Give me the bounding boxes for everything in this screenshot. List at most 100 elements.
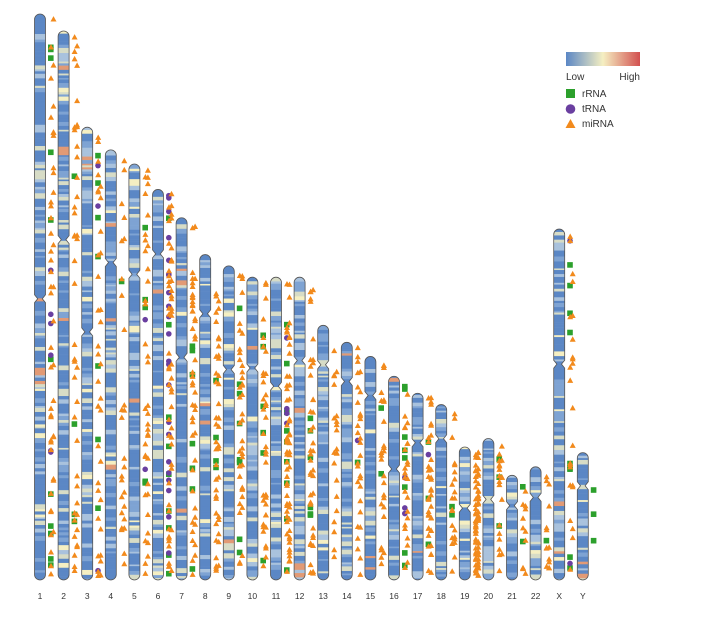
density-band bbox=[176, 406, 188, 410]
mirna-marker bbox=[189, 537, 196, 543]
density-band bbox=[270, 564, 282, 571]
mirna-marker bbox=[496, 451, 503, 457]
density-band bbox=[364, 394, 376, 400]
mirna-marker bbox=[192, 406, 199, 412]
density-band bbox=[246, 353, 258, 358]
density-band bbox=[246, 299, 258, 302]
density-band bbox=[81, 195, 93, 200]
density-band bbox=[58, 131, 70, 135]
density-band bbox=[577, 518, 589, 522]
density-band bbox=[58, 504, 70, 509]
mirna-marker bbox=[192, 275, 199, 282]
density-band bbox=[435, 544, 447, 547]
density-band bbox=[58, 365, 70, 371]
density-band bbox=[412, 487, 424, 490]
density-band bbox=[246, 277, 258, 282]
density-band bbox=[388, 431, 400, 435]
density-band bbox=[553, 463, 565, 466]
mirna-marker bbox=[284, 385, 290, 392]
mirna-marker bbox=[74, 235, 81, 242]
density-band bbox=[294, 462, 306, 467]
density-band bbox=[459, 520, 471, 525]
density-band bbox=[128, 415, 140, 419]
density-band bbox=[34, 576, 46, 581]
density-bands bbox=[553, 229, 565, 581]
rna-markers bbox=[142, 167, 151, 576]
density-bands bbox=[388, 376, 400, 581]
density-band bbox=[553, 473, 565, 478]
density-band bbox=[152, 332, 164, 335]
density-band bbox=[58, 399, 70, 404]
density-band bbox=[412, 522, 424, 526]
mirna-marker bbox=[310, 570, 317, 576]
mirna-marker bbox=[475, 556, 482, 562]
density-band bbox=[482, 506, 494, 510]
density-band bbox=[81, 388, 93, 393]
density-band bbox=[199, 299, 211, 305]
density-band bbox=[128, 373, 140, 378]
density-band bbox=[105, 283, 117, 286]
mirna-marker bbox=[357, 411, 364, 417]
density-band bbox=[34, 26, 46, 32]
mirna-marker bbox=[118, 509, 125, 516]
density-band bbox=[152, 571, 164, 576]
density-band bbox=[506, 509, 518, 514]
density-band bbox=[364, 470, 376, 475]
density-band bbox=[412, 490, 424, 494]
density-band bbox=[81, 332, 93, 335]
density-band bbox=[317, 400, 329, 404]
density-band bbox=[482, 537, 494, 541]
mirna-marker bbox=[428, 487, 435, 493]
density-band bbox=[388, 410, 400, 415]
density-band bbox=[482, 488, 494, 494]
density-band bbox=[199, 543, 211, 549]
density-band bbox=[506, 563, 518, 569]
mirna-marker bbox=[284, 518, 290, 525]
density-band bbox=[341, 412, 353, 416]
density-band bbox=[364, 418, 376, 422]
density-band bbox=[246, 470, 258, 476]
mirna-marker bbox=[262, 414, 269, 420]
mirna-marker bbox=[50, 397, 57, 403]
density-band bbox=[435, 490, 447, 495]
mirna-marker bbox=[357, 452, 364, 458]
mirna-marker bbox=[239, 461, 246, 468]
density-band bbox=[58, 53, 70, 56]
density-band bbox=[506, 543, 518, 547]
density-band bbox=[128, 379, 140, 383]
mirna-marker bbox=[189, 279, 196, 286]
density-band bbox=[270, 494, 282, 499]
mirna-marker bbox=[310, 424, 317, 430]
density-band bbox=[199, 384, 211, 387]
density-band bbox=[223, 340, 235, 345]
density-band bbox=[176, 395, 188, 398]
mirna-marker bbox=[333, 450, 340, 456]
mirna-marker bbox=[286, 527, 293, 533]
density-band bbox=[105, 306, 117, 309]
mirna-marker bbox=[402, 465, 408, 471]
mirna-marker bbox=[357, 368, 364, 375]
density-band bbox=[199, 420, 211, 425]
density-band bbox=[341, 363, 353, 369]
density-band bbox=[176, 252, 188, 258]
density-band bbox=[341, 414, 353, 420]
density-band bbox=[81, 497, 93, 501]
mirna-marker bbox=[380, 364, 387, 370]
density-band bbox=[81, 501, 93, 505]
density-band bbox=[482, 578, 494, 581]
mirna-marker bbox=[48, 562, 54, 569]
density-band bbox=[58, 38, 70, 42]
density-band bbox=[294, 342, 306, 346]
mirna-marker bbox=[428, 491, 435, 498]
mirna-marker bbox=[97, 183, 104, 189]
density-band bbox=[412, 406, 424, 409]
density-band bbox=[506, 475, 518, 479]
density-band bbox=[364, 361, 376, 367]
density-band bbox=[459, 456, 471, 461]
density-band bbox=[58, 434, 70, 437]
density-band bbox=[128, 557, 140, 562]
density-band bbox=[553, 564, 565, 570]
density-band bbox=[223, 298, 235, 304]
density-band bbox=[317, 490, 329, 496]
mirna-marker bbox=[475, 494, 482, 501]
